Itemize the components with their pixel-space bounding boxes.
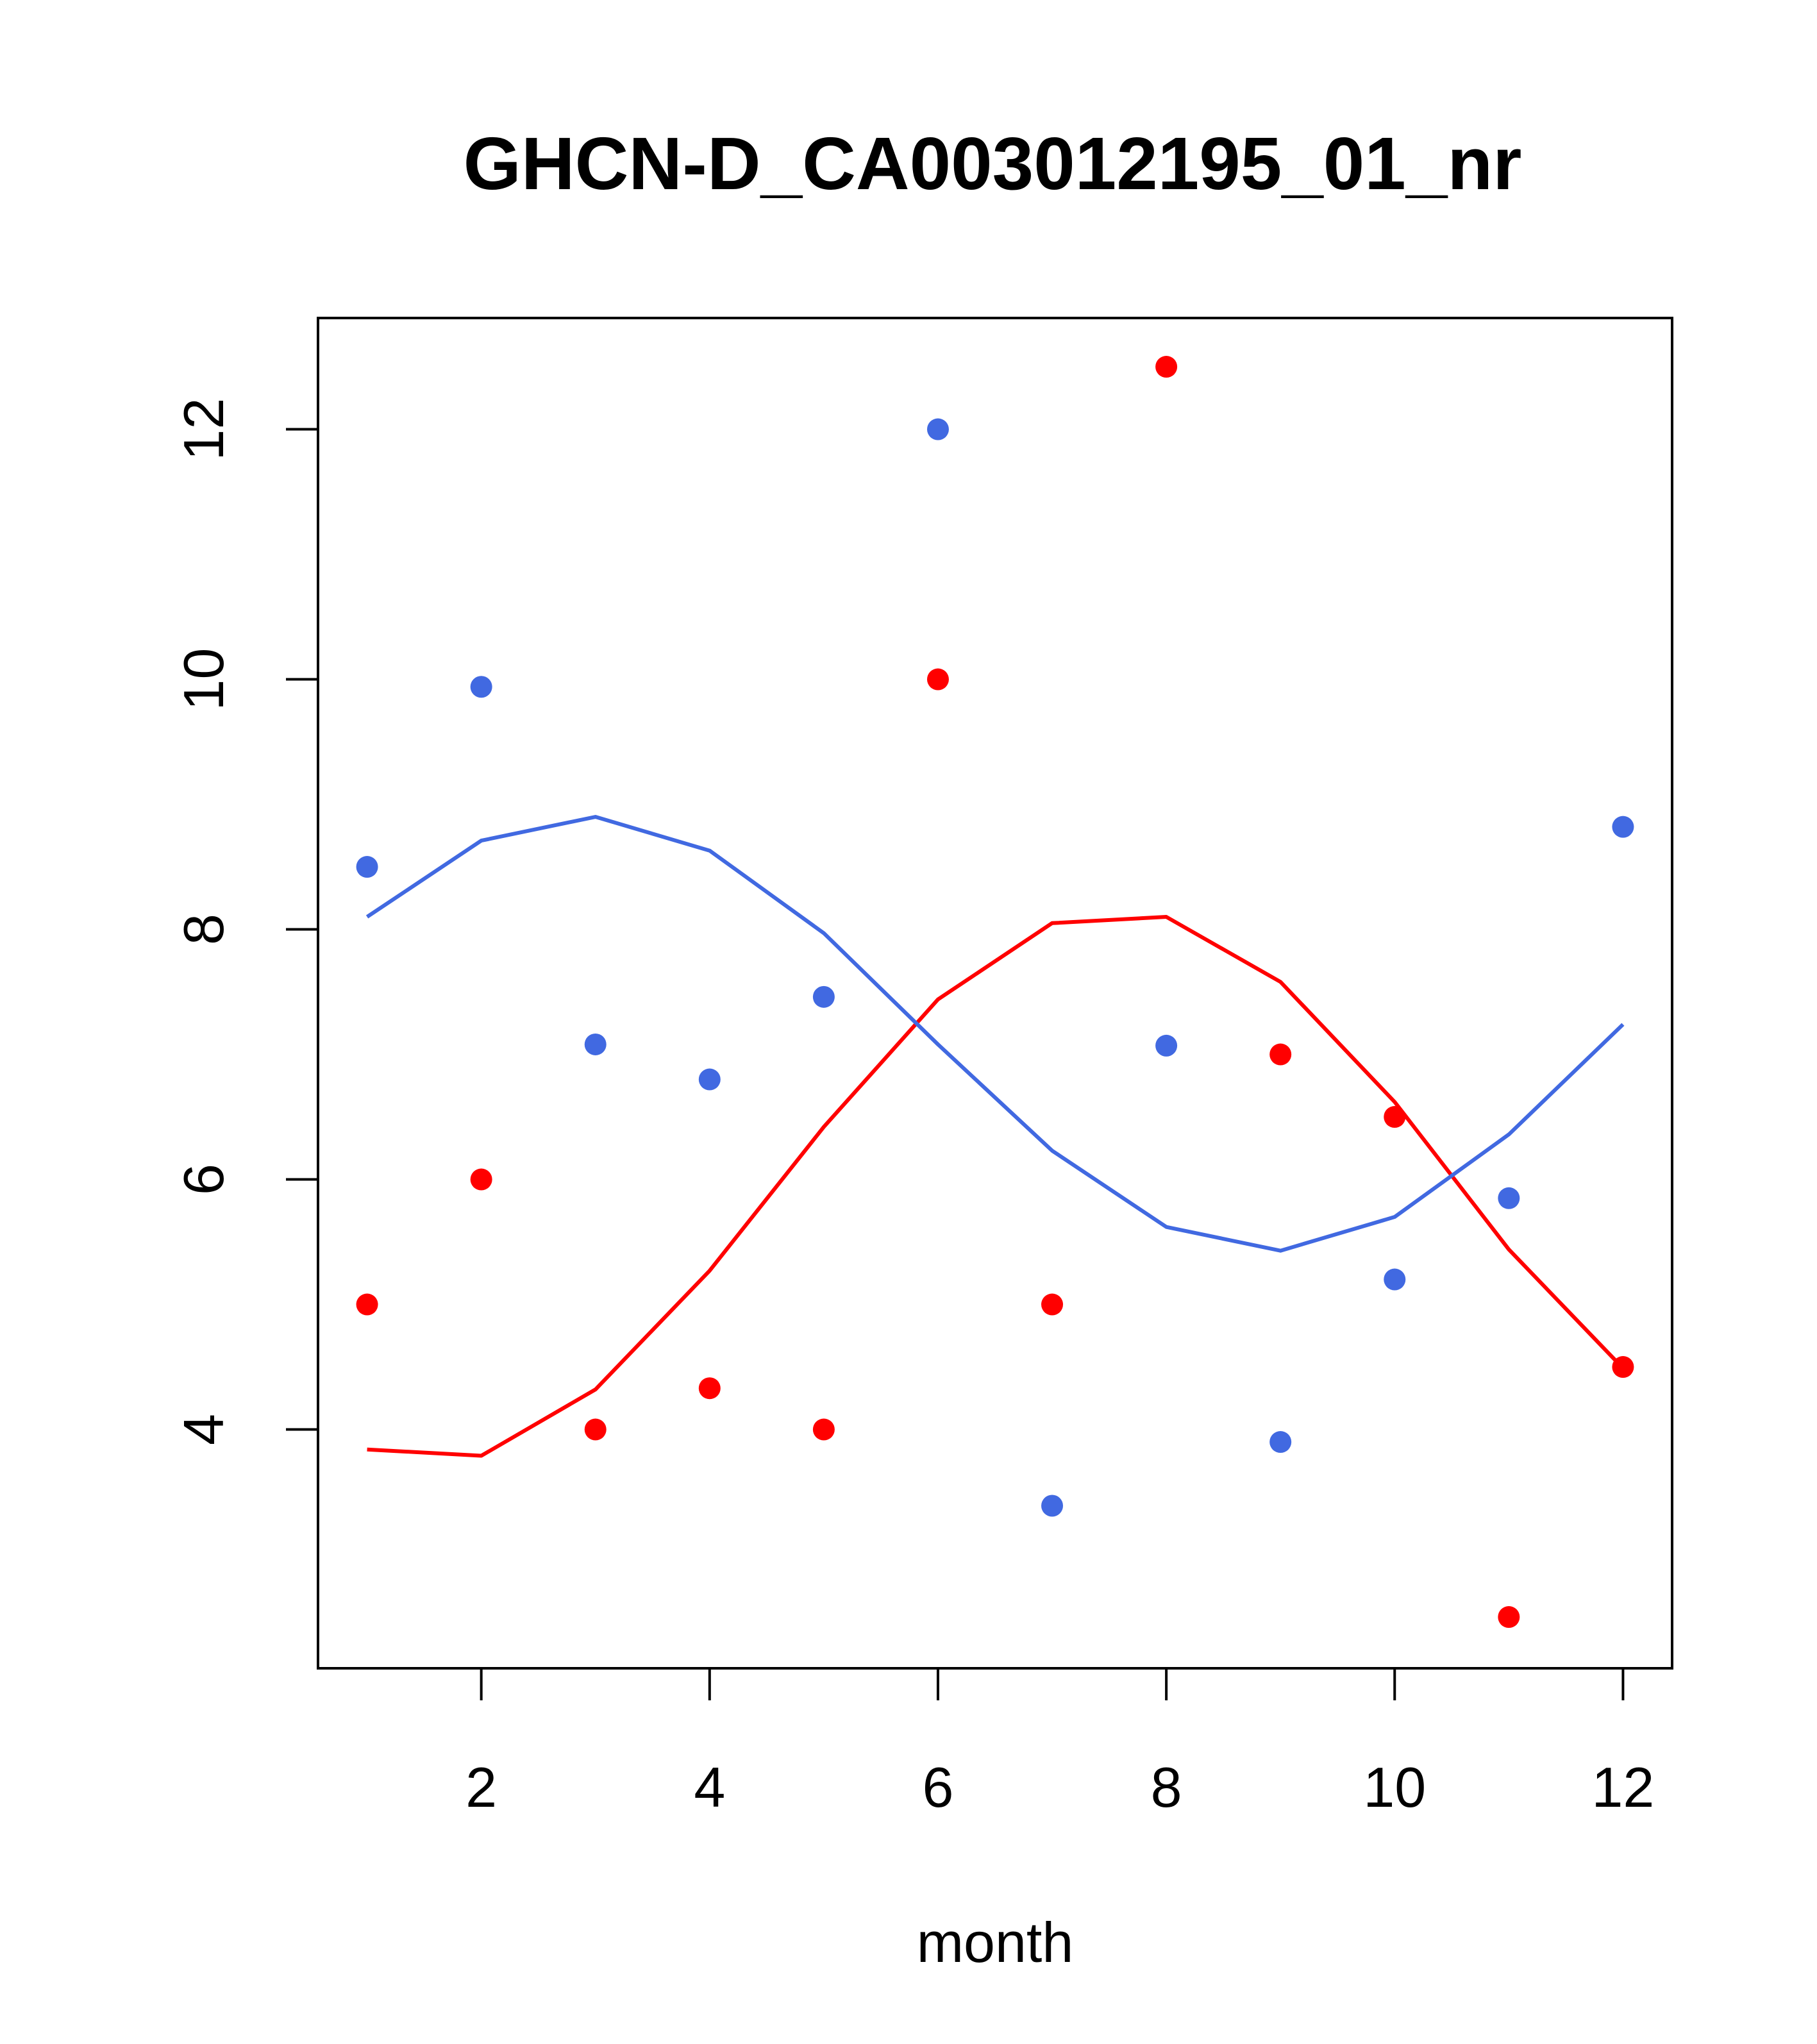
series-1-point	[1498, 1606, 1520, 1629]
y-tick-label: 8	[172, 914, 235, 945]
x-tick-label: 8	[1151, 1755, 1182, 1819]
x-tick-label: 10	[1363, 1755, 1426, 1819]
series-2-point	[1384, 1268, 1406, 1291]
y-tick-label: 10	[172, 648, 235, 711]
y-tick-label: 6	[172, 1164, 235, 1195]
series-2-point	[698, 1068, 721, 1091]
series-2-point	[926, 418, 949, 440]
y-axis: 4 6 8 10 12	[172, 398, 319, 1445]
series-1-point	[926, 668, 949, 691]
series-2-point	[1269, 1431, 1292, 1453]
plot-frame	[317, 317, 1673, 1670]
series-1-point	[584, 1418, 607, 1441]
series-1-point	[470, 1168, 492, 1191]
series-2-point	[1612, 816, 1634, 838]
series-1-point	[698, 1377, 721, 1400]
series-1-point	[1612, 1356, 1634, 1378]
series-2-point	[356, 856, 378, 878]
series-2-point	[1498, 1187, 1520, 1209]
y-tick-label: 4	[172, 1414, 235, 1445]
x-axis-label: month	[917, 1911, 1074, 1974]
series-1-point	[1155, 356, 1178, 378]
series-lines	[365, 815, 1625, 1458]
x-tick-label: 4	[694, 1755, 725, 1819]
series-1-point	[356, 1293, 378, 1316]
x-tick-label: 12	[1591, 1755, 1654, 1819]
series-1-point	[1269, 1043, 1292, 1066]
series-2-point	[470, 676, 492, 698]
series-1-point	[812, 1418, 835, 1441]
series-2-point	[584, 1033, 607, 1055]
series-1-point	[1384, 1106, 1406, 1128]
x-axis: 2 4 6 8 10 12	[465, 1667, 1654, 1819]
series-1-point	[1041, 1293, 1064, 1316]
series-2-point	[812, 985, 835, 1008]
series-points	[356, 356, 1634, 1629]
x-tick-label: 6	[922, 1755, 953, 1819]
series-2-point	[1155, 1034, 1178, 1057]
x-tick-label: 2	[465, 1755, 497, 1819]
series-2-point	[1041, 1495, 1064, 1517]
series-1-line	[367, 915, 1625, 1458]
y-tick-label: 12	[172, 398, 235, 461]
chart-title: GHCN-D_CA003012195_01_nr	[464, 122, 1522, 205]
series-2-line	[365, 815, 1625, 1253]
